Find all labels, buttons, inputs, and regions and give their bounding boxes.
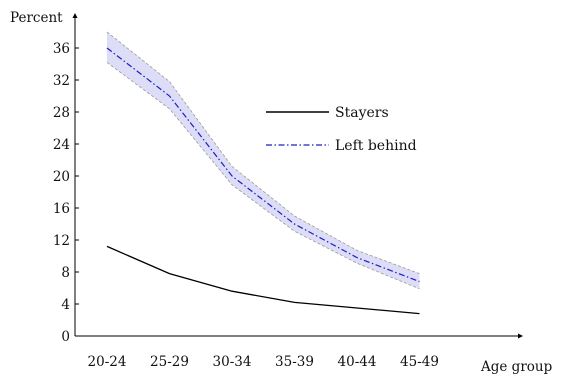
y-tick-label: 36: [53, 41, 70, 57]
band-lower-edge: [106, 62, 420, 290]
x-axis-label: Age group: [480, 359, 552, 375]
y-tick-label: 32: [53, 73, 70, 89]
confidence-bands: [106, 31, 420, 290]
y-tick-label: 8: [61, 265, 70, 281]
legend: Stayers Left behind: [266, 105, 417, 154]
y-tick-label: 20: [53, 169, 70, 185]
y-axis-arrow: [72, 13, 78, 18]
x-tick-label: 30-34: [213, 354, 252, 370]
x-ticks: 20-24 25-29 30-34 35-39 40-44 45-49: [88, 354, 439, 370]
y-tick-label: 12: [53, 233, 70, 249]
y-tick-label: 0: [61, 329, 70, 345]
y-ticks: 0 4 8 12 16 20 24 28 32 36: [53, 41, 79, 345]
band-upper-edge: [106, 31, 420, 274]
y-tick-label: 16: [53, 201, 70, 217]
y-tick-label: 28: [53, 105, 70, 121]
x-tick-label: 25-29: [150, 354, 189, 370]
legend-label: Stayers: [335, 105, 389, 121]
y-axis-label: Percent: [10, 10, 63, 26]
legend-label: Left behind: [335, 138, 417, 154]
y-tick-label: 4: [61, 297, 70, 313]
confidence-band: [107, 32, 420, 289]
series-line: [106, 47, 420, 283]
x-tick-label: 20-24: [88, 354, 127, 370]
x-axis-arrow: [518, 333, 523, 339]
series-line: [106, 245, 420, 315]
y-tick-label: 24: [53, 137, 70, 153]
axes: 0 4 8 12 16 20 24 28 32 36 20-24 25-29 30-34 35-39 40…: [10, 10, 552, 375]
series-lines: [106, 47, 420, 315]
x-tick-label: 40-44: [338, 354, 377, 370]
x-tick-label: 35-39: [275, 354, 314, 370]
x-tick-label: 45-49: [400, 354, 439, 370]
